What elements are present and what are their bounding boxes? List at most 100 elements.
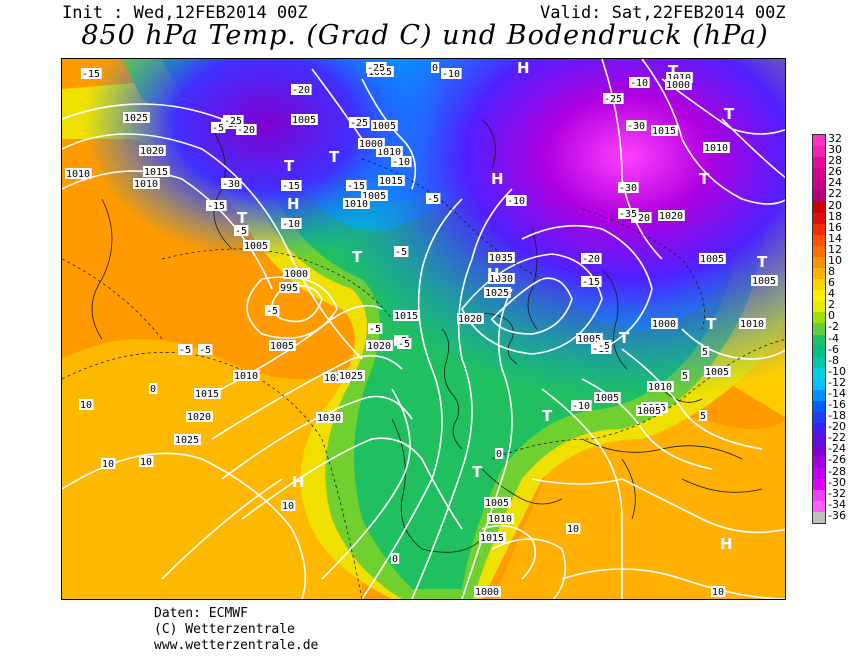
colorbar-tick-label: -34	[828, 497, 846, 511]
init-time-label: Init : Wed,12FEB2014 00Z	[62, 3, 308, 23]
pressure-label-box	[376, 146, 403, 157]
temperature-label-box	[81, 68, 102, 79]
pressure-label-group: 1010	[703, 142, 730, 154]
temperature-label-box	[101, 458, 116, 469]
pressure-label-box	[279, 282, 300, 293]
pressure-label: 1015	[195, 389, 219, 400]
pressure-label: 1025	[324, 373, 348, 384]
colorbar-segment	[813, 301, 825, 313]
pressure-label-group: 1035	[488, 252, 515, 264]
pressure-label: 1020	[140, 146, 164, 157]
low-pressure-marker-group: T	[699, 170, 710, 188]
pressure-label-group: 1010	[376, 146, 403, 158]
colorbar-tick-label: -22	[828, 431, 846, 445]
temperature-label: -10	[507, 196, 525, 207]
temperature-label: 10	[567, 524, 579, 535]
colorbar-tick-label: -28	[828, 464, 846, 478]
colorbar-segment	[813, 378, 825, 391]
temperature-label: -30	[627, 121, 645, 132]
temperature-label: -15	[207, 201, 225, 212]
colorbar-tick-label: -32	[828, 486, 846, 500]
colorbar-tick-label: -2	[828, 320, 839, 334]
colorbar-segment	[813, 489, 825, 502]
pressure-label: 1015	[144, 167, 168, 178]
colorbar-segment	[813, 334, 825, 347]
low-pressure-marker: T	[699, 170, 710, 188]
pressure-label: 1020	[659, 211, 683, 222]
low-pressure-marker-group: T	[542, 407, 553, 425]
temperature-label-group: -25	[366, 62, 387, 74]
temperature-label-group: -25	[349, 117, 370, 129]
temperature-label-box	[391, 156, 412, 167]
colorbar-tick-label: 28	[828, 154, 842, 168]
pressure-label-box	[739, 318, 766, 329]
pressure-label-box	[576, 333, 603, 344]
pressure-label-box	[186, 411, 213, 422]
high-pressure-marker: H	[292, 473, 305, 491]
temperature-label: -15	[82, 69, 100, 80]
colorbar-tick-label: 2	[828, 298, 835, 312]
high-pressure-marker-group: H	[487, 265, 500, 283]
pressure-label-group: 1010	[487, 513, 514, 525]
temperature-label: 5	[700, 411, 706, 422]
pressure-label: 1010	[377, 147, 401, 158]
pressure-label-group: 1000	[665, 79, 692, 91]
pressure-label-box	[594, 392, 621, 403]
temperature-label-group: -5	[234, 225, 249, 237]
valid-time-label: Valid: Sat,22FEB2014 00Z	[540, 3, 786, 23]
pressure-label-box	[658, 210, 685, 221]
pressure-label: 1005	[362, 191, 386, 202]
temperature-label-group: 10	[139, 456, 154, 468]
pressure-label-group: 1025	[323, 372, 350, 384]
colorbar-tick-label: 10	[828, 253, 842, 267]
colorbar-tick-label: -12	[828, 375, 846, 389]
temperature-label-group: -10	[571, 400, 592, 412]
colorbar-segment	[813, 234, 825, 247]
pressure-label-box	[647, 381, 674, 392]
pressure-label-box	[338, 370, 365, 381]
pressure-label: 1005	[637, 406, 661, 417]
temperature-label-group: -5	[265, 305, 280, 317]
temperature-label-group: -5	[394, 246, 409, 258]
colorbar-segment	[813, 445, 825, 457]
temperature-label: -5	[369, 324, 381, 335]
temperature-label-box	[629, 77, 650, 88]
pressure-label: 1025	[124, 113, 148, 124]
temperature-label-group: 10	[79, 399, 94, 411]
low-pressure-marker-group: T	[724, 105, 735, 123]
temperature-label: -5	[212, 123, 224, 134]
pressure-label-box	[361, 190, 388, 201]
pressure-label-box	[488, 273, 515, 284]
pressure-label-group: 1005	[576, 333, 603, 345]
temperature-label-box	[281, 218, 302, 229]
pressure-label-group: 1005	[699, 253, 726, 265]
low-pressure-marker: T	[706, 315, 717, 333]
colorbar-tick-label: 22	[828, 187, 842, 201]
low-pressure-marker: T	[472, 463, 483, 481]
pressure-label-box	[358, 138, 385, 149]
pressure-label: 1015	[652, 126, 676, 137]
pressure-label-group: 1005	[291, 114, 318, 126]
pressure-label-group: 1020	[457, 313, 484, 325]
temperature-label: 0	[150, 384, 156, 395]
temperature-label-group: -30	[618, 182, 639, 194]
low-pressure-marker-group: T	[237, 209, 248, 227]
pressure-label-group: 1005	[269, 340, 296, 352]
temperature-label-box	[618, 182, 639, 193]
pressure-label-box	[457, 313, 484, 324]
temperature-label: 10	[102, 459, 114, 470]
pressure-label: 1005	[244, 241, 268, 252]
temperature-label: -20	[582, 254, 600, 265]
temperature-label-group: 0	[391, 553, 400, 565]
low-pressure-marker: T	[329, 148, 340, 166]
pressure-label-box	[474, 586, 501, 597]
pressure-label: 1025	[175, 435, 199, 446]
pressure-label: 1035	[489, 253, 513, 264]
pressure-label-box	[343, 198, 370, 209]
colorbar-tick-label: 32	[828, 132, 842, 145]
pressure-label-group: 1030	[488, 273, 515, 285]
high-pressure-marker-group: H	[292, 473, 305, 491]
high-pressure-marker-group: H	[491, 170, 504, 188]
colorbar-segment	[813, 478, 825, 491]
pressure-label-box	[484, 497, 511, 508]
